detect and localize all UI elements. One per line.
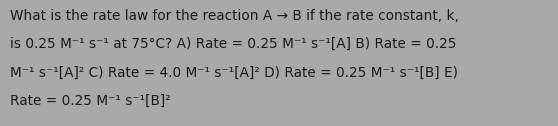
Text: What is the rate law for the reaction A → B if the rate constant, k,: What is the rate law for the reaction A … [10,9,459,23]
Text: Rate = 0.25 M⁻¹ s⁻¹[B]²: Rate = 0.25 M⁻¹ s⁻¹[B]² [10,94,171,108]
Text: is 0.25 M⁻¹ s⁻¹ at 75°C? A) Rate = 0.25 M⁻¹ s⁻¹[A] B) Rate = 0.25: is 0.25 M⁻¹ s⁻¹ at 75°C? A) Rate = 0.25 … [10,37,456,51]
Text: M⁻¹ s⁻¹[A]² C) Rate = 4.0 M⁻¹ s⁻¹[A]² D) Rate = 0.25 M⁻¹ s⁻¹[B] E): M⁻¹ s⁻¹[A]² C) Rate = 4.0 M⁻¹ s⁻¹[A]² D)… [10,66,458,80]
